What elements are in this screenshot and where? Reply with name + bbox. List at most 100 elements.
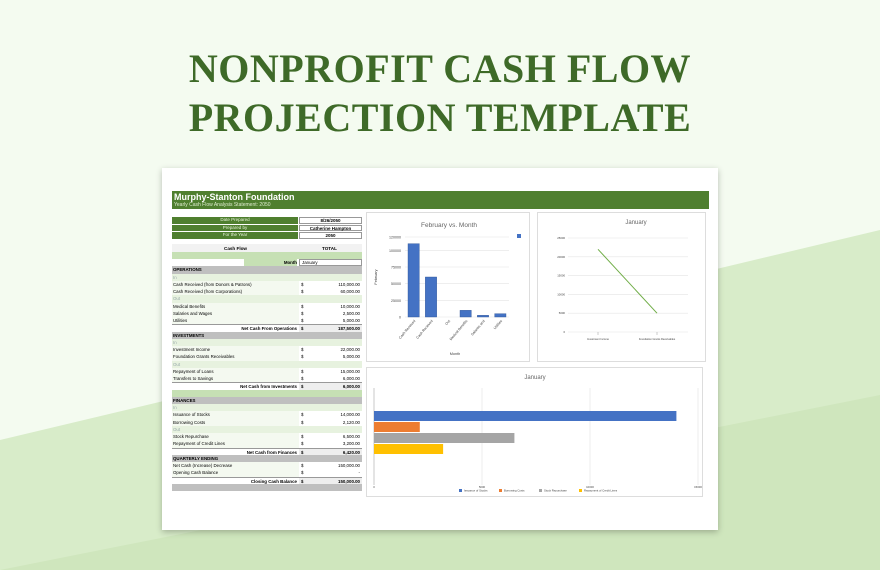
value-cell[interactable] <box>299 280 362 288</box>
currency: $ <box>301 289 304 294</box>
col-total: TOTAL <box>322 245 337 251</box>
value-cell[interactable] <box>299 462 362 470</box>
value-cell[interactable] <box>299 302 362 310</box>
table-row: Repayment of Credit Lines $3,200.00 <box>172 440 362 448</box>
value-cell[interactable] <box>299 288 362 296</box>
info-value[interactable]: 8/26/2050 <box>299 217 362 224</box>
legend-marker <box>459 489 462 492</box>
row-label: In <box>173 274 177 280</box>
row-label: Cash Received (from Donors & Patrons) <box>173 281 252 287</box>
row-label: Net Cash from Investments <box>240 384 297 390</box>
table-row: Borrowing Costs $2,120.00 <box>172 418 362 426</box>
currency: $ <box>301 347 304 352</box>
currency: $ <box>301 412 304 418</box>
row-label: Net Cash From Operations <box>241 326 297 332</box>
x-axis-label: Month <box>450 352 461 356</box>
value-cell[interactable] <box>299 433 362 441</box>
total-row: Net Cash from Finances $6,420.00 <box>172 447 362 456</box>
table-row: In <box>172 404 362 412</box>
table-row: Stock Repurchase $6,500.00 <box>172 433 362 441</box>
table-row: Utilities $5,000.00 <box>172 317 362 325</box>
section-header: INVESTMENTS <box>172 331 362 339</box>
row-label: Medical Benefits <box>173 303 206 309</box>
value-cell[interactable] <box>299 411 362 419</box>
row-value: 60,000.00 <box>340 289 360 294</box>
currency: $ <box>301 281 304 287</box>
currency: $ <box>301 470 304 476</box>
row-value: 6,420.00 <box>342 449 360 455</box>
total-row: Net Cash from Investments $6,000.00 <box>172 382 362 391</box>
row-label: Cash Received (from Corporations) <box>173 289 243 294</box>
table-row: Issuance of Stocks $14,000.00 <box>172 411 362 419</box>
page-title: NONPROFIT CASH FLOW PROJECTION TEMPLATE <box>188 46 692 140</box>
chart-title: February vs. Month <box>421 222 477 229</box>
total-cell <box>299 325 362 333</box>
currency: $ <box>301 310 304 316</box>
currency: $ <box>301 318 304 323</box>
row-value: 2,500.00 <box>342 310 360 316</box>
row-label: Net Cash from Finances <box>246 449 297 455</box>
value-cell[interactable] <box>299 309 362 317</box>
legend-label: Borrowing Costs <box>504 489 525 493</box>
y-tick-label: 25000 <box>557 236 565 240</box>
table-row: Foundation Grants Receivables $5,000.00 <box>172 353 362 361</box>
x-tick-label: 0 <box>373 485 375 489</box>
row-label: Out <box>173 361 181 367</box>
row-label: Out <box>173 296 181 302</box>
chart-title: January <box>625 220 646 226</box>
month-select[interactable]: January <box>299 259 362 266</box>
x-tick-label: Cash Received <box>398 319 416 340</box>
total-cell <box>299 477 362 485</box>
value-cell[interactable] <box>299 469 362 477</box>
currency: $ <box>301 384 304 390</box>
month-row: Month January <box>172 259 362 267</box>
y-tick-label: 0 <box>563 330 565 334</box>
x-tick-label: Salaries and <box>470 319 486 337</box>
x-tick-label: Investment Income <box>587 337 609 341</box>
value-cell[interactable] <box>299 353 362 361</box>
row-label: INVESTMENTS <box>173 332 205 338</box>
row-value: 5,000.00 <box>342 318 360 323</box>
series-line <box>597 248 658 314</box>
info-row: Prepared by Catherine Hampton <box>172 224 362 232</box>
row-value: 2,120.00 <box>342 419 360 425</box>
y-tick-label: 15000 <box>557 274 565 278</box>
row-label: QUARTERLY ENDING <box>173 455 219 461</box>
sheet-subtitle: Yearly Cash Flow Analysis Statement: 205… <box>174 202 271 208</box>
value-cell[interactable] <box>299 440 362 448</box>
x-tick-label: Medical Benefits <box>449 319 469 341</box>
bar <box>374 433 515 443</box>
table-row: In <box>172 338 362 346</box>
x-tick-label: Foundation Grants Receivables <box>639 337 676 341</box>
info-label: Prepared by <box>172 224 298 231</box>
value-cell[interactable] <box>299 418 362 426</box>
bar <box>425 276 437 318</box>
y-tick-label: 100000 <box>389 249 401 253</box>
row-value: - <box>358 470 360 476</box>
row-label: Opening Cash Balance <box>173 470 219 476</box>
row-label: Salaries and Wages <box>173 310 213 316</box>
row-label: Transfers to Savings <box>173 376 214 381</box>
value-cell[interactable] <box>299 375 362 383</box>
info-value[interactable]: 2050 <box>299 232 362 239</box>
legend-label: Repayment of Credit Lines <box>584 489 618 493</box>
row-label: Investment Income <box>173 347 211 352</box>
row-label: In <box>173 339 177 345</box>
row-label: Utilities <box>173 318 188 323</box>
table-row <box>172 483 362 491</box>
info-value[interactable]: Catherine Hampton <box>299 224 362 231</box>
value-cell[interactable] <box>299 346 362 354</box>
line-chart: January 0 5000 10000 15000 20000 25000 Investme… <box>537 212 706 362</box>
y-tick-label: 5000 <box>559 311 566 315</box>
y-tick-label: 25000 <box>391 299 401 303</box>
currency: $ <box>301 441 304 447</box>
row-value: 10,000.00 <box>340 303 360 309</box>
value-cell[interactable] <box>299 367 362 375</box>
x-tick-label: Cash Received <box>415 319 433 340</box>
row-label: Borrowing Costs <box>173 419 206 425</box>
value-cell[interactable] <box>299 317 362 325</box>
legend-marker <box>539 489 542 492</box>
row-label: Repayment of Credit Lines <box>173 441 225 447</box>
row-value: 187,500.00 <box>338 326 360 332</box>
horizontal-bar-chart: January 0 5000 10000 15000 Issuance of Stocks… <box>366 367 703 497</box>
